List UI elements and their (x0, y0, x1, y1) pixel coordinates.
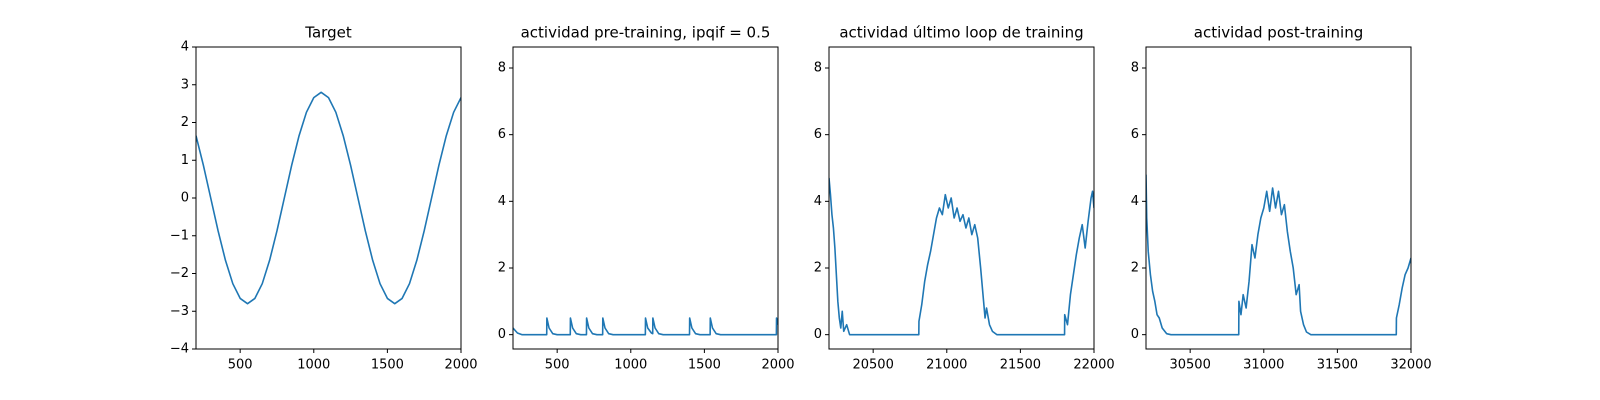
data-line (513, 317, 778, 336)
data-line (1146, 174, 1411, 336)
x-tick-label: 500 (545, 358, 570, 373)
axes-frame (1145, 46, 1412, 350)
chart-title: Target (304, 24, 352, 42)
y-tick-label: −4 (170, 342, 189, 357)
x-tick-label: 31500 (1317, 358, 1358, 373)
y-tick-label: 8 (814, 61, 822, 76)
x-tick-label: 2000 (761, 358, 794, 373)
x-tick-label: 30500 (1169, 358, 1210, 373)
axes-frame (195, 46, 462, 350)
x-tick-label: 1500 (688, 358, 721, 373)
y-tick-label: −1 (170, 228, 189, 243)
y-tick-label: 8 (1131, 61, 1139, 76)
y-tick-label: 0 (181, 191, 189, 206)
plot-area (829, 177, 1094, 336)
x-tick-label: 1000 (614, 358, 647, 373)
y-tick-label: 2 (814, 261, 822, 276)
y-tick-label: −2 (170, 266, 189, 281)
chart-title: actividad post-training (1194, 24, 1363, 42)
y-tick-label: 2 (181, 115, 189, 130)
axes-frame (512, 46, 779, 350)
y-tick-label: 3 (181, 77, 189, 92)
chart-title: actividad último loop de training (839, 24, 1083, 42)
x-tick-label: 21500 (1000, 358, 1041, 373)
data-line (829, 177, 1094, 336)
plot-area (513, 317, 778, 336)
x-tick-label: 21000 (926, 358, 967, 373)
x-tick-label: 2000 (444, 358, 477, 373)
y-tick-label: 2 (1131, 261, 1139, 276)
y-tick-label: 2 (498, 261, 506, 276)
plot-area (1146, 174, 1411, 336)
x-tick-label: 500 (228, 358, 253, 373)
y-tick-label: −3 (170, 304, 189, 319)
data-line (196, 91, 461, 305)
y-tick-label: 6 (1131, 127, 1139, 142)
y-tick-label: 6 (498, 127, 506, 142)
x-tick-label: 1500 (371, 358, 404, 373)
y-tick-label: 1 (181, 153, 189, 168)
y-tick-label: 0 (1131, 327, 1139, 342)
axes-frame (828, 46, 1095, 350)
x-tick-label: 32000 (1390, 358, 1431, 373)
y-tick-label: 8 (498, 61, 506, 76)
x-tick-label: 22000 (1073, 358, 1114, 373)
x-tick-label: 1000 (297, 358, 330, 373)
y-tick-label: 4 (1131, 194, 1139, 209)
y-tick-label: 0 (498, 327, 506, 342)
y-tick-label: 4 (498, 194, 506, 209)
y-tick-label: 4 (814, 194, 822, 209)
x-tick-label: 31000 (1243, 358, 1284, 373)
plot-area (196, 91, 461, 305)
y-tick-label: 4 (181, 40, 189, 55)
x-tick-label: 20500 (852, 358, 893, 373)
y-tick-label: 0 (814, 327, 822, 342)
chart-title: actividad pre-training, ipqif = 0.5 (521, 24, 771, 42)
y-tick-label: 6 (814, 127, 822, 142)
